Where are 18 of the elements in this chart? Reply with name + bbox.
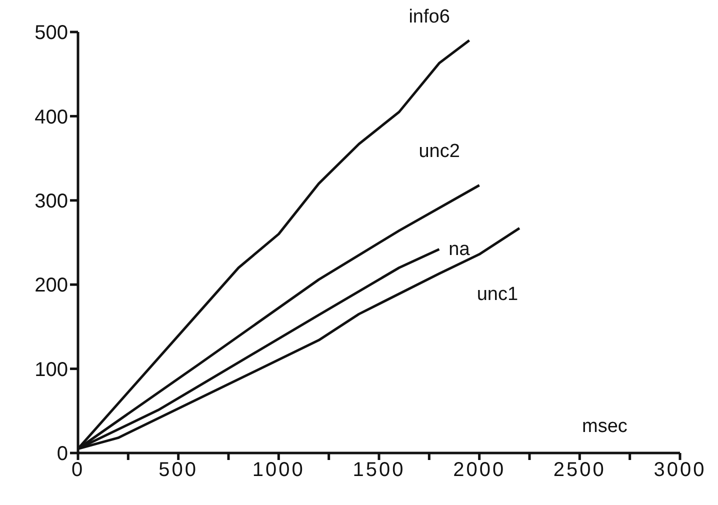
- x-tick-label: 1500: [352, 459, 406, 482]
- x-tick-label: 500: [158, 459, 198, 482]
- y-tick-label: 0: [56, 443, 68, 466]
- x-tick-label: 3000: [654, 459, 706, 482]
- series-label: unc2: [418, 141, 460, 162]
- series-label: info6: [408, 6, 450, 28]
- y-tick-label: 200: [34, 274, 68, 297]
- y-tick-label: 100: [34, 358, 68, 381]
- y-tick-label: 500: [34, 22, 68, 44]
- x-tick-label: 1000: [252, 459, 305, 482]
- series-label: na: [448, 239, 470, 260]
- x-tick-label: 2500: [553, 459, 606, 482]
- y-tick-label: 300: [34, 190, 68, 212]
- series-label: unc1: [476, 284, 518, 306]
- y-tick-label: 400: [34, 106, 68, 128]
- x-axis-title: msec: [582, 416, 628, 438]
- x-tick-label: 0: [71, 459, 85, 482]
- x-tick-label: 2000: [453, 459, 506, 482]
